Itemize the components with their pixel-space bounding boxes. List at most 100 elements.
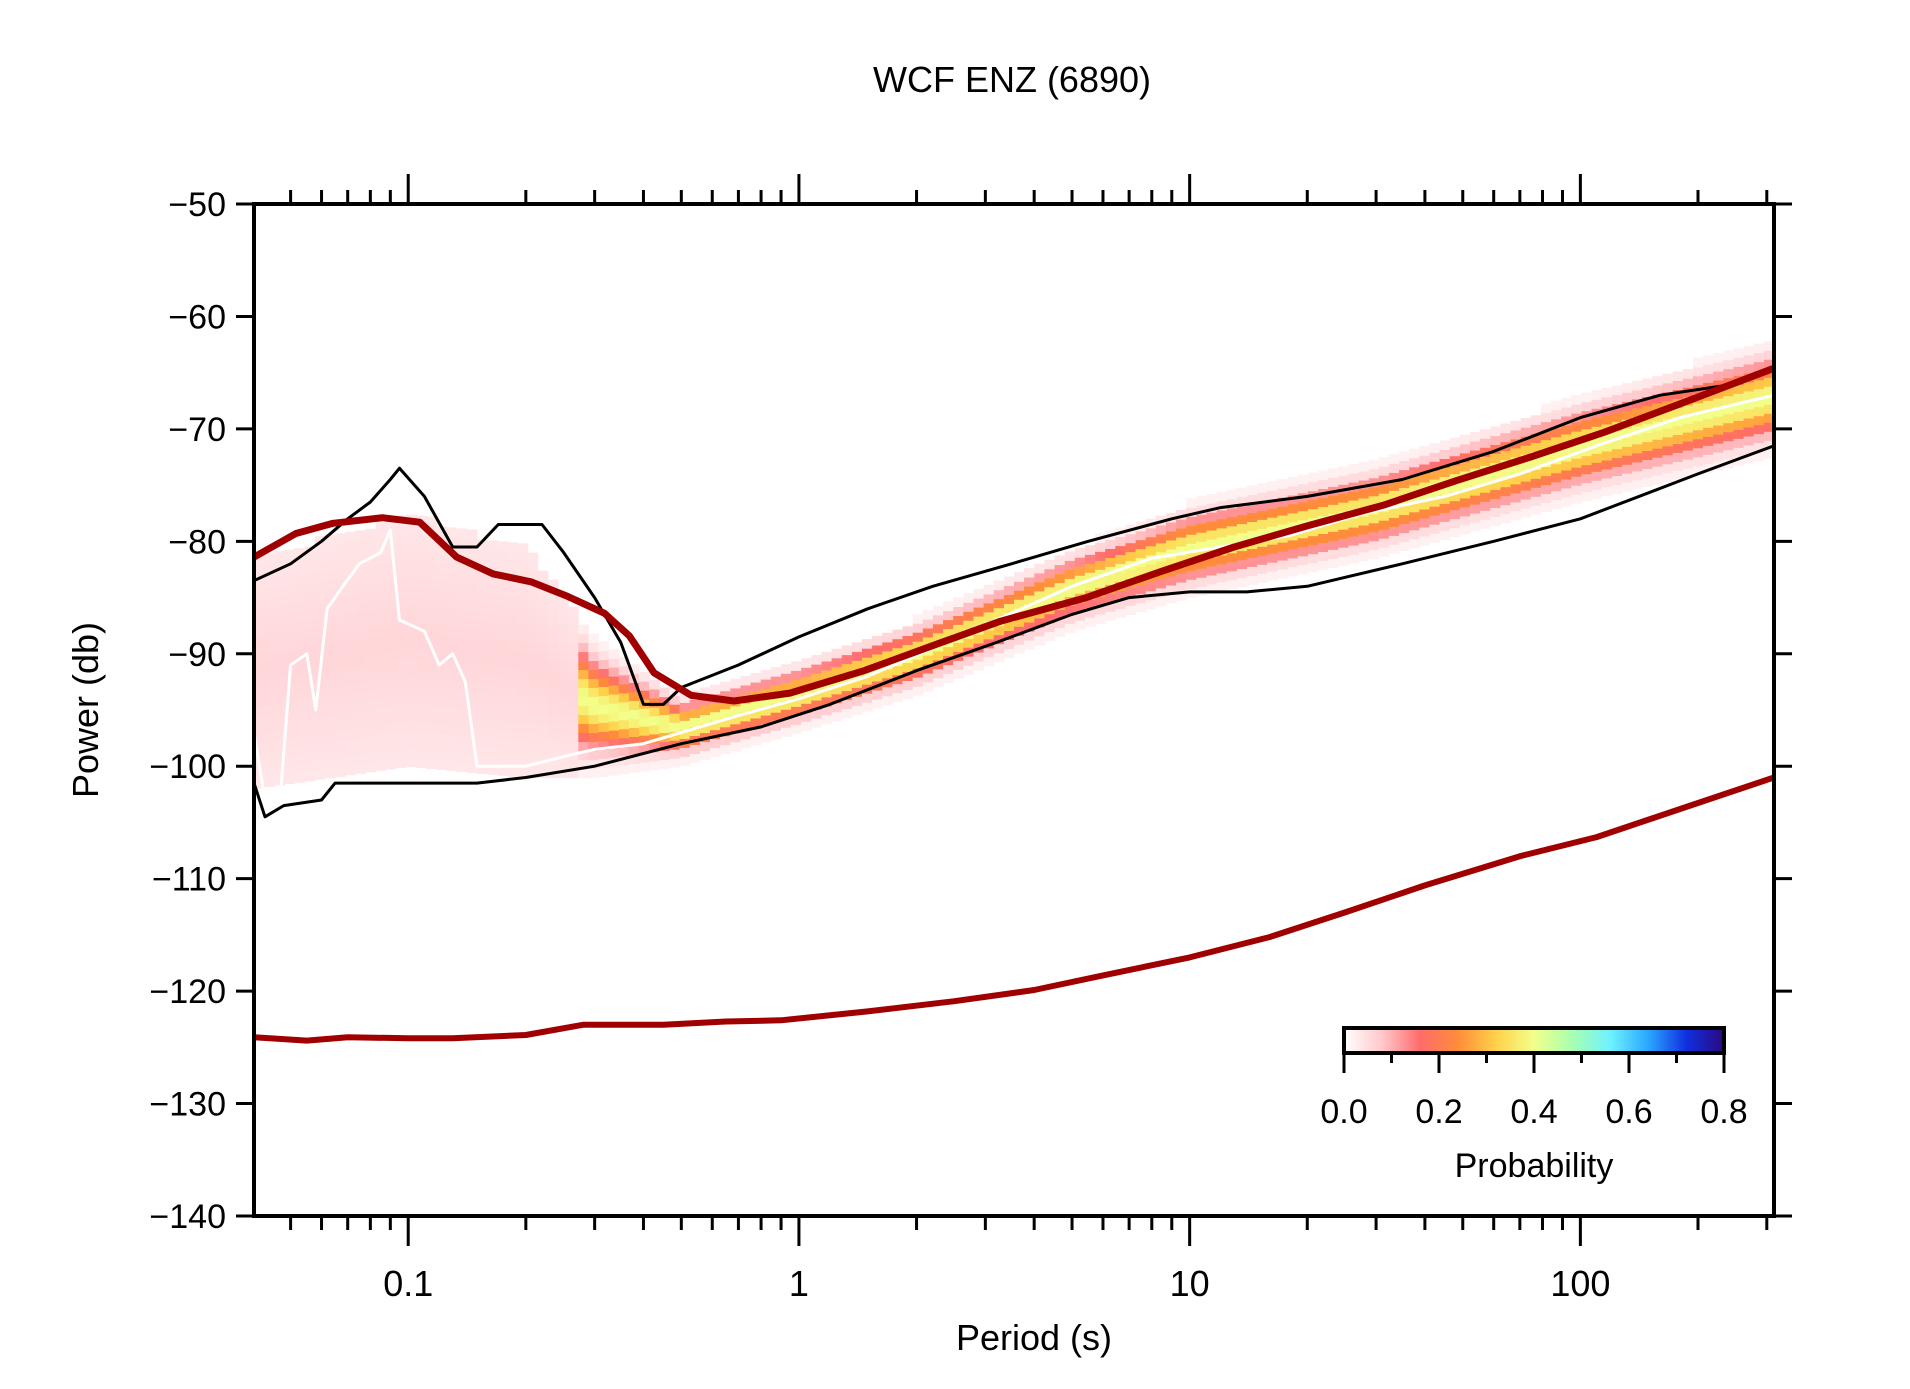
density-cell (1733, 420, 1745, 430)
density-cell (456, 681, 468, 691)
density-cell (487, 720, 498, 730)
density-cell (598, 722, 610, 732)
density-cell (1642, 387, 1653, 398)
density-cell (294, 548, 306, 558)
density-cell (1449, 437, 1461, 448)
density-cell (314, 572, 326, 582)
density-cell (558, 660, 569, 671)
density-cell (608, 712, 620, 722)
density-cell (527, 660, 539, 671)
density-cell (416, 659, 427, 670)
density-cell (1703, 463, 1714, 473)
density-cell (1510, 465, 1522, 476)
density-cell (649, 688, 660, 699)
density-cell (983, 593, 995, 604)
density-cell (811, 655, 822, 665)
density-cell (1611, 430, 1623, 441)
density-cell (365, 726, 377, 737)
density-cell (1125, 542, 1137, 553)
density-cell (537, 660, 549, 671)
density-cell (1024, 604, 1035, 614)
density-cell (355, 647, 366, 657)
density-cell (294, 674, 306, 684)
density-cell (1723, 404, 1734, 415)
density-cell (264, 642, 275, 653)
density-cell (274, 731, 285, 741)
density-cell (436, 634, 448, 645)
density-cell (355, 710, 366, 720)
y-tick-label: −50 (168, 186, 226, 224)
density-cell (639, 762, 650, 772)
density-cell (304, 564, 316, 575)
density-cell (1571, 404, 1582, 414)
density-cell (1287, 539, 1299, 550)
density-cell (456, 753, 468, 763)
density-cell (264, 768, 275, 779)
density-cell (375, 518, 387, 528)
density-cell (1723, 413, 1734, 424)
density-cell (740, 675, 752, 686)
density-cell (811, 700, 822, 710)
density-cell (1166, 521, 1177, 532)
density-cell (1014, 644, 1025, 654)
density-cell (304, 627, 316, 638)
density-cell (416, 677, 427, 688)
density-cell (497, 586, 508, 596)
density-cell (314, 698, 326, 708)
density-cell (892, 647, 904, 658)
density-cell (639, 717, 650, 727)
density-cell (517, 750, 529, 760)
density-cell (1247, 494, 1258, 504)
density-cell (1105, 611, 1116, 621)
density-cell (406, 667, 417, 678)
density-cell (1318, 497, 1329, 507)
density-cell (558, 759, 569, 770)
density-cell (608, 694, 620, 704)
density-cell (1429, 461, 1441, 471)
density-cell (1743, 399, 1755, 410)
density-cell (294, 665, 306, 675)
density-cell (355, 719, 366, 729)
density-cell (872, 698, 883, 709)
density-cell (588, 732, 600, 743)
density-cell (385, 642, 397, 653)
density-cell (1216, 491, 1228, 502)
density-cell (1378, 520, 1390, 530)
density-cell (710, 738, 721, 749)
density-cell (345, 693, 356, 704)
density-cell (487, 747, 498, 757)
density-cell (1510, 474, 1522, 485)
density-cell (466, 583, 478, 593)
density-cell (1470, 432, 1481, 442)
density-cell (254, 617, 265, 627)
density-cell (1409, 529, 1420, 540)
density-cell (365, 609, 377, 620)
density-cell (1449, 491, 1461, 502)
density-cell (1307, 553, 1319, 564)
density-cell (1449, 518, 1461, 529)
density-cell (274, 677, 285, 687)
density-cell (1054, 573, 1066, 584)
density-cell (284, 774, 296, 785)
density-cell (953, 660, 964, 670)
density-cell (1419, 526, 1430, 537)
density-cell (821, 687, 833, 698)
density-cell (639, 690, 650, 700)
density-cell (1125, 596, 1137, 607)
density-cell (1753, 433, 1765, 444)
density-cell (1510, 483, 1522, 494)
density-cell (1763, 440, 1774, 450)
density-cell (345, 540, 356, 551)
density-cell (669, 704, 681, 714)
density-cell (436, 679, 448, 689)
density-cell (1530, 460, 1542, 470)
density-cell (517, 552, 529, 562)
density-cell (1429, 515, 1441, 525)
density-cell (568, 615, 579, 626)
density-cell (1652, 385, 1664, 395)
density-cell (1672, 371, 1684, 381)
colorbar-label: Probability (1455, 1147, 1614, 1185)
density-cell (872, 635, 883, 646)
density-cell (436, 625, 448, 636)
density-cell (831, 666, 843, 677)
